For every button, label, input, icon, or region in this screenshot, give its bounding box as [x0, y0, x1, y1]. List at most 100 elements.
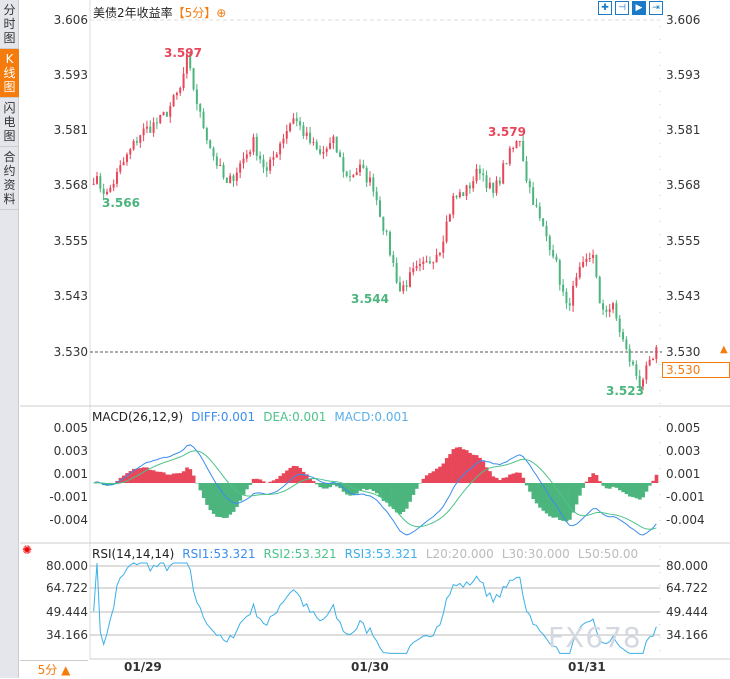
macd-bar	[175, 473, 179, 483]
macd-bar	[448, 454, 452, 483]
axis-label: 3.606	[20, 13, 88, 27]
candle	[582, 262, 584, 267]
macd-bar	[149, 470, 153, 483]
macd-bar	[169, 475, 173, 483]
candle	[289, 124, 291, 131]
macd-bar	[548, 483, 552, 516]
macd-bar	[535, 483, 539, 503]
macd-bar	[405, 483, 409, 509]
macd-bar	[545, 483, 549, 513]
candle	[486, 175, 488, 188]
expand-arrow-icon[interactable]: ▲	[720, 344, 728, 355]
macd-bar	[222, 483, 226, 518]
macd-bar	[412, 483, 416, 495]
candle	[599, 277, 601, 303]
macd-bar	[255, 479, 259, 483]
macd-bar	[635, 483, 639, 498]
macd-bar	[508, 475, 512, 483]
macd-bar	[575, 483, 579, 504]
candle	[203, 112, 205, 128]
candle	[516, 141, 518, 148]
axis-label: 49.444	[20, 605, 88, 619]
fit-left-icon[interactable]: ⊣	[615, 1, 629, 15]
period-label[interactable]: 【5分】	[173, 6, 217, 20]
axis-label: 80.000	[20, 559, 88, 573]
macd-bar	[252, 479, 256, 483]
macd-bar	[318, 483, 322, 487]
macd-bar	[189, 469, 193, 483]
macd-bar	[312, 481, 316, 483]
candle	[552, 250, 554, 257]
candle	[282, 139, 284, 144]
candle	[565, 292, 567, 304]
candle	[342, 157, 344, 172]
macd-bar	[571, 483, 575, 513]
macd-bar	[422, 479, 426, 483]
axis-label: 3.555	[666, 234, 700, 248]
candle	[236, 173, 238, 181]
axis-label: 34.166	[20, 628, 88, 642]
candle	[296, 118, 298, 121]
macd-bar	[591, 473, 595, 483]
candle	[452, 196, 454, 215]
candle	[502, 163, 504, 183]
candle	[133, 141, 135, 149]
candle	[276, 154, 278, 157]
candle	[402, 285, 404, 291]
candle	[286, 131, 288, 139]
crosshair-icon[interactable]: ✚	[598, 1, 612, 15]
macd-bar	[248, 483, 252, 485]
macd-bar	[655, 475, 659, 483]
candle	[246, 154, 248, 158]
candle	[535, 205, 537, 207]
candle	[496, 180, 498, 192]
candle	[322, 152, 324, 154]
axis-label: 3.530	[20, 345, 88, 359]
macd-bar	[608, 483, 612, 489]
macd-bar	[395, 483, 399, 512]
candle	[522, 141, 524, 161]
macd-bar	[455, 447, 459, 483]
candle	[422, 261, 424, 263]
candle	[129, 149, 131, 154]
candle	[625, 339, 627, 348]
macd-bar	[272, 480, 276, 483]
macd-bar	[601, 483, 605, 486]
macd-bar	[528, 483, 532, 492]
axis-label: 80.000	[666, 559, 708, 573]
macd-bar	[585, 482, 589, 483]
macd-bar	[282, 473, 286, 483]
candle	[472, 181, 474, 188]
candle	[252, 137, 254, 152]
period-selector[interactable]: 5分 ▲	[20, 660, 88, 678]
macd-bar	[425, 475, 429, 483]
add-indicator-icon[interactable]: ⊕	[216, 6, 226, 20]
scroll-end-icon[interactable]: ⇥	[649, 1, 663, 15]
macd-bar	[385, 483, 389, 503]
candle	[233, 176, 235, 181]
candle	[539, 206, 541, 218]
macd-bar	[278, 476, 282, 483]
candle	[229, 176, 231, 183]
date-label: 01/30	[351, 660, 389, 674]
macd-bar	[641, 483, 645, 497]
candle	[449, 215, 451, 222]
candle	[525, 161, 527, 181]
candle	[266, 167, 268, 170]
candle	[259, 156, 261, 160]
indicator-settings-icon[interactable]: ✺	[22, 543, 32, 557]
macd-bar	[645, 483, 649, 492]
macd-bar	[525, 483, 529, 485]
play-right-icon[interactable]: ▶	[632, 1, 646, 15]
candle	[416, 266, 418, 268]
chart-title: 美债2年收益率【5分】⊕	[93, 4, 226, 21]
macd-bar	[495, 478, 499, 483]
candle	[209, 140, 211, 148]
candle	[299, 121, 301, 125]
candle	[575, 277, 577, 285]
candle	[509, 148, 511, 164]
candle	[612, 303, 614, 309]
